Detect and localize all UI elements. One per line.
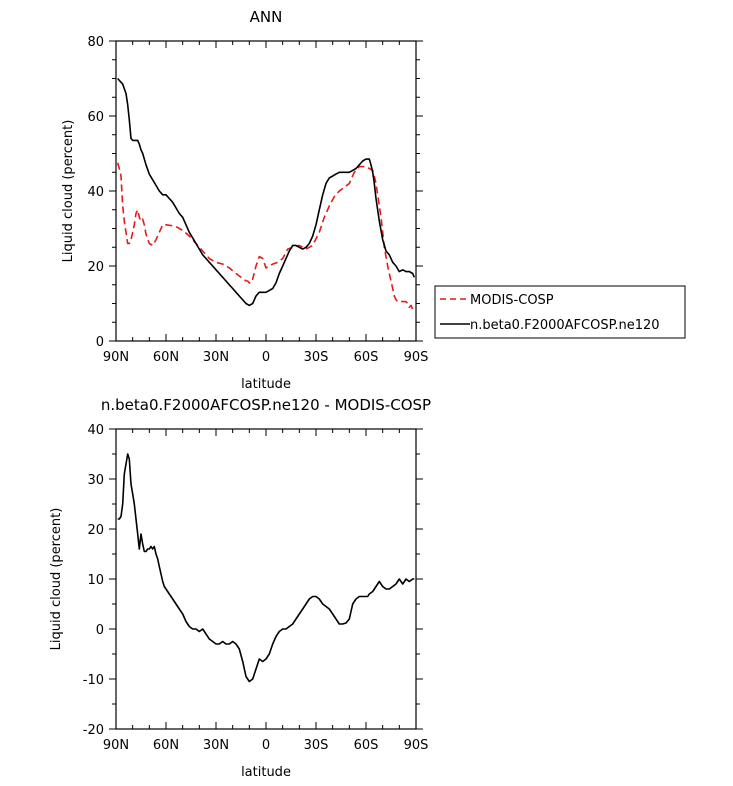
bottom-x-axis-label: latitude — [241, 765, 291, 780]
top-x-tick-label: 0 — [262, 350, 270, 365]
top-series-line-a — [116, 162, 415, 310]
top-plot-frame — [115, 40, 417, 342]
bottom-y-axis-label: Liquid cloud (percent) — [49, 508, 64, 651]
bottom-x-tick-label: 0 — [262, 738, 270, 753]
top-y-axis-label: Liquid cloud (percent) — [61, 120, 76, 263]
bottom-y-tick-label: 0 — [96, 623, 104, 638]
bottom-y-tick-label: 20 — [87, 523, 104, 538]
top-series-line-b — [117, 77, 416, 307]
top-y-tick-label: 0 — [96, 335, 104, 350]
bottom-y-tick-label: -10 — [83, 673, 104, 688]
top-x-tick-label: 30N — [203, 350, 229, 365]
bottom-x-tick-label: 30N — [203, 738, 229, 753]
bottom-x-tick-label: 60N — [153, 738, 179, 753]
bottom-panel: n.beta0.F2000AFCOSP.ne120 - MODIS-COSP 9… — [49, 396, 431, 780]
top-y-tick-label: 60 — [87, 110, 104, 125]
bottom-x-tick-label: 90S — [404, 738, 429, 753]
bottom-y-tick-label: -20 — [83, 723, 104, 738]
top-axis-ticks: 90N 60N 30N 0 30S 60S 90S 0 20 40 60 80 — [87, 35, 428, 365]
legend-box — [434, 285, 686, 339]
legend-label-modis: MODIS-COSP — [470, 293, 554, 308]
bottom-x-tick-label: 30S — [304, 738, 329, 753]
bottom-series-line-a — [117, 453, 415, 683]
top-y-tick-label: 40 — [87, 185, 104, 200]
top-series-group — [116, 77, 416, 310]
bottom-plot-frame — [115, 428, 417, 730]
bottom-series-group — [117, 453, 415, 683]
top-x-tick-label: 60S — [354, 350, 379, 365]
bottom-y-tick-label: 40 — [87, 423, 104, 438]
top-panel: ANN 90N 60N 30N 0 30S 60S 90S 0 20 40 60 80 latitud… — [61, 8, 428, 392]
top-x-tick-label: 90N — [103, 350, 129, 365]
top-x-tick-label: 90S — [404, 350, 429, 365]
bottom-y-tick-label: 10 — [87, 573, 104, 588]
top-chart-title: ANN — [250, 8, 283, 26]
bottom-axis-ticks: 90N 60N 30N 0 30S 60S 90S -20 -10 0 10 20 30 40 — [83, 423, 429, 753]
legend-label-model: n.beta0.F2000AFCOSP.ne120 — [470, 318, 660, 333]
top-y-tick-label: 20 — [87, 260, 104, 275]
bottom-x-tick-label: 90N — [103, 738, 129, 753]
top-x-tick-label: 60N — [153, 350, 179, 365]
top-x-tick-label: 30S — [304, 350, 329, 365]
legend: MODIS-COSP n.beta0.F2000AFCOSP.ne120 — [434, 285, 686, 339]
bottom-y-tick-label: 30 — [87, 473, 104, 488]
top-x-axis-label: latitude — [241, 377, 291, 392]
top-y-tick-label: 80 — [87, 35, 104, 50]
bottom-chart-title: n.beta0.F2000AFCOSP.ne120 - MODIS-COSP — [101, 396, 431, 414]
bottom-x-tick-label: 60S — [354, 738, 379, 753]
